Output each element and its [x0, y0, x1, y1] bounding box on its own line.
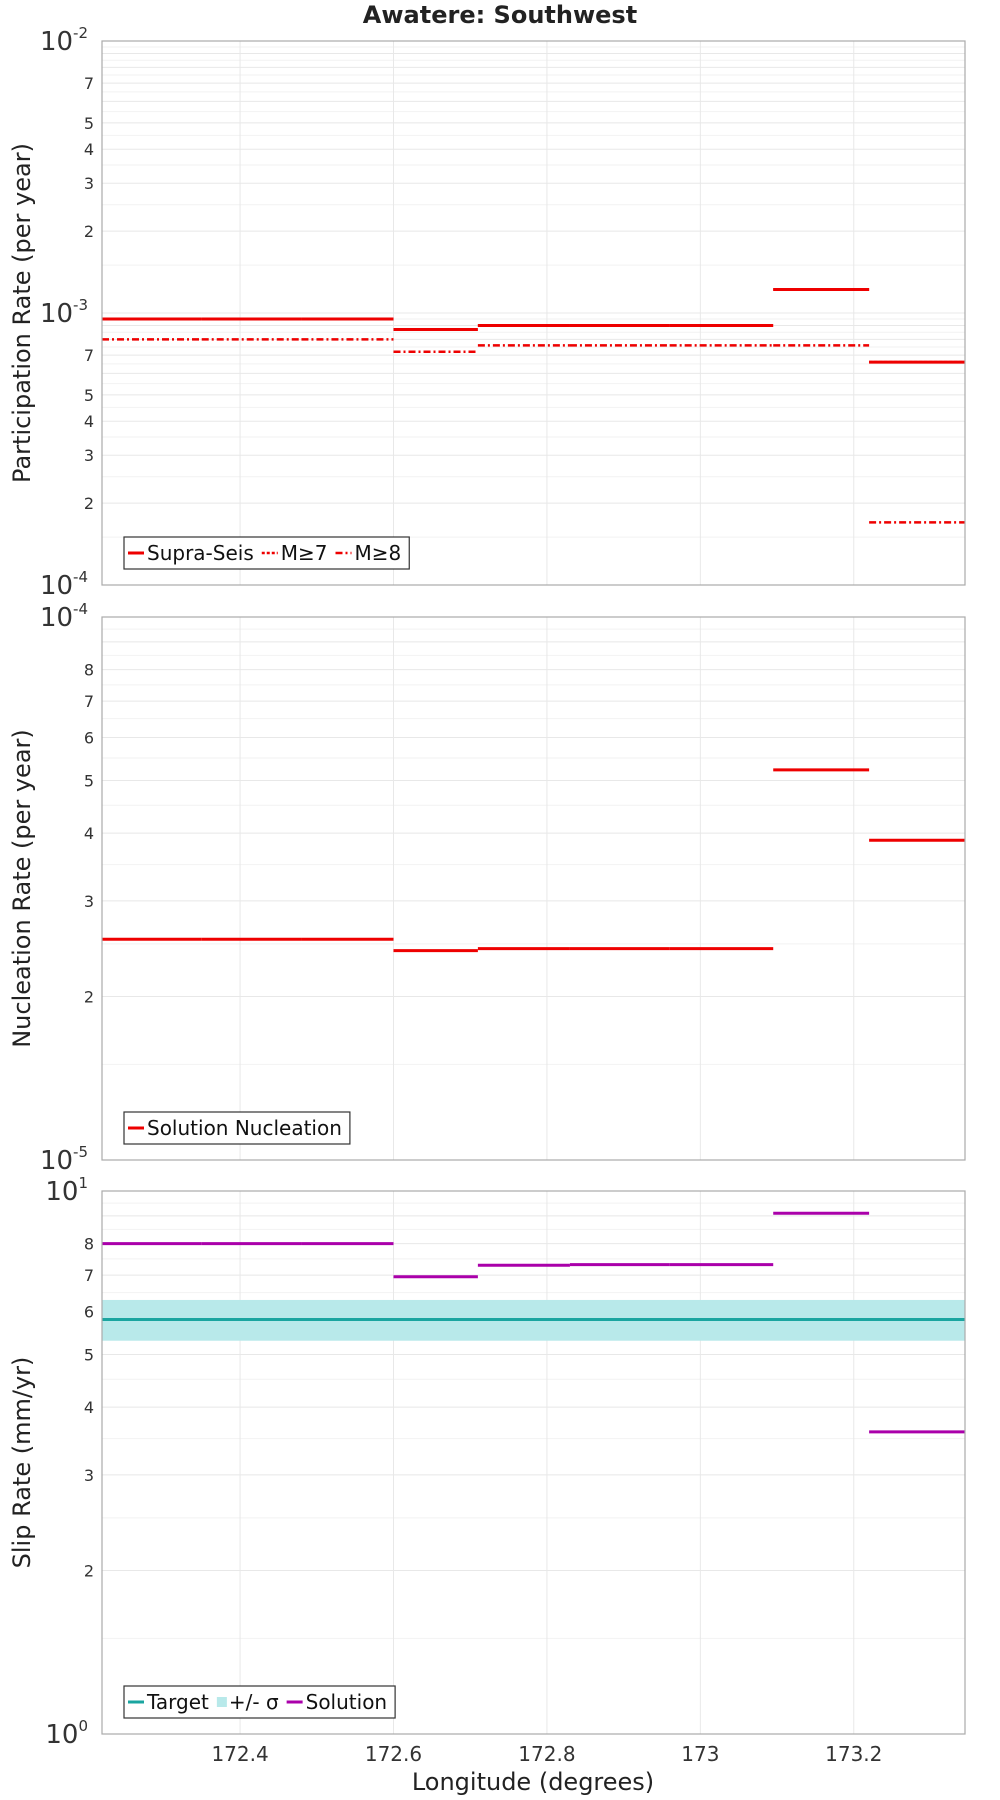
panel-nucleation: 10-5 10-4 2 3 4 5 6 7 8 Nucleation Rate (per year… [8, 600, 966, 1176]
y-minor-tick-label: 7 [84, 1266, 94, 1285]
y-minor-tick-label: 7 [84, 74, 94, 93]
plot-frame [101, 1190, 966, 1735]
legend: Supra-Seis M≥7 M≥8 [123, 536, 410, 570]
series-solution [102, 1211, 965, 1434]
y-minor-tick-label: 3 [84, 1466, 94, 1485]
panel-participation: 10-4 10-3 10-2 2 2 3 3 4 4 5 5 7 7 Participation Rate… [8, 24, 966, 601]
legend-box [123, 1685, 396, 1719]
legend-label: M≥8 [355, 541, 402, 565]
legend-entry: Solution [286, 1690, 387, 1714]
x-tick-label: 172.8 [518, 1742, 575, 1766]
y-minor-tick-label: 4 [84, 1398, 94, 1417]
plot-area [102, 617, 965, 1160]
legend-entry: Supra-Seis [128, 541, 254, 565]
plot-frame [101, 40, 966, 586]
series-m-7 [102, 288, 965, 364]
legend-label: M≥7 [281, 541, 328, 565]
chart-title: Awatere: Southwest [363, 1, 637, 29]
y-minor-tick-label: 4 [84, 412, 94, 431]
x-tick-label: 172.4 [211, 1742, 268, 1766]
y-minor-tick-label: 2 [84, 1562, 94, 1581]
y-axis-label: Nucleation Rate (per year) [8, 729, 36, 1048]
y-minor-tick-label: 3 [84, 446, 94, 465]
y-major-tick-label: 10-2 [40, 24, 88, 57]
y-minor-tick-label: 5 [84, 114, 94, 133]
legend-entry: Solution Nucleation [128, 1116, 342, 1140]
y-minor-tick-label: 5 [84, 386, 94, 405]
y-minor-tick-label: 6 [84, 728, 94, 747]
legend-label: +/- σ [229, 1690, 279, 1714]
y-minor-tick-label: 8 [84, 661, 94, 680]
plot-area [102, 1191, 965, 1734]
y-major-tick-label: 10-4 [40, 600, 88, 633]
y-minor-tick-label: 6 [84, 1302, 94, 1321]
legend-entry: Target [128, 1690, 209, 1714]
y-major-tick-label: 10-5 [40, 1143, 88, 1176]
y-major-tick-label: 100 [45, 1717, 88, 1750]
legend: Target +/- σ Solution [123, 1685, 396, 1719]
y-minor-tick-label: 5 [84, 1345, 94, 1364]
x-tick-label: 173.2 [825, 1742, 882, 1766]
y-axis-label: Participation Rate (per year) [8, 143, 36, 483]
x-axis-label: Longitude (degrees) [412, 1768, 654, 1796]
series-solution-nucleation [102, 768, 965, 953]
y-minor-tick-label: 2 [84, 494, 94, 513]
legend-label: Solution Nucleation [147, 1116, 342, 1140]
y-minor-tick-label: 3 [84, 174, 94, 193]
legend-box [123, 1111, 351, 1145]
legend-swatch [216, 1697, 227, 1707]
x-tick-label: 173 [681, 1742, 719, 1766]
panel-slip: 100 101 2 3 4 5 6 7 8 Slip Rate (mm/yr) Target +/- … [8, 1174, 966, 1766]
y-minor-tick-label: 8 [84, 1235, 94, 1254]
legend-label: Target [146, 1690, 209, 1714]
legend: Solution Nucleation [123, 1111, 351, 1145]
legend-box [123, 536, 410, 570]
y-major-tick-label: 101 [45, 1174, 88, 1207]
y-minor-tick-label: 3 [84, 892, 94, 911]
y-minor-tick-label: 2 [84, 222, 94, 241]
legend-entry: M≥7 [261, 541, 328, 565]
series-m-8 [102, 338, 965, 524]
legend-label: Supra-Seis [147, 541, 254, 565]
y-minor-tick-label: 5 [84, 771, 94, 790]
y-major-tick-label: 10-4 [40, 568, 88, 601]
y-minor-tick-label: 4 [84, 140, 94, 159]
y-minor-tick-label: 7 [84, 346, 94, 365]
y-minor-tick-label: 7 [84, 692, 94, 711]
legend-label: Solution [306, 1690, 387, 1714]
y-minor-tick-label: 2 [84, 988, 94, 1007]
plot-frame [101, 616, 966, 1161]
legend-entry: +/- σ [216, 1690, 279, 1714]
x-tick-label: 172.6 [365, 1742, 422, 1766]
y-axis-label: Slip Rate (mm/yr) [8, 1357, 36, 1569]
y-minor-tick-label: 4 [84, 824, 94, 843]
legend-entry: M≥8 [335, 541, 402, 565]
y-major-tick-label: 10-3 [40, 296, 88, 329]
